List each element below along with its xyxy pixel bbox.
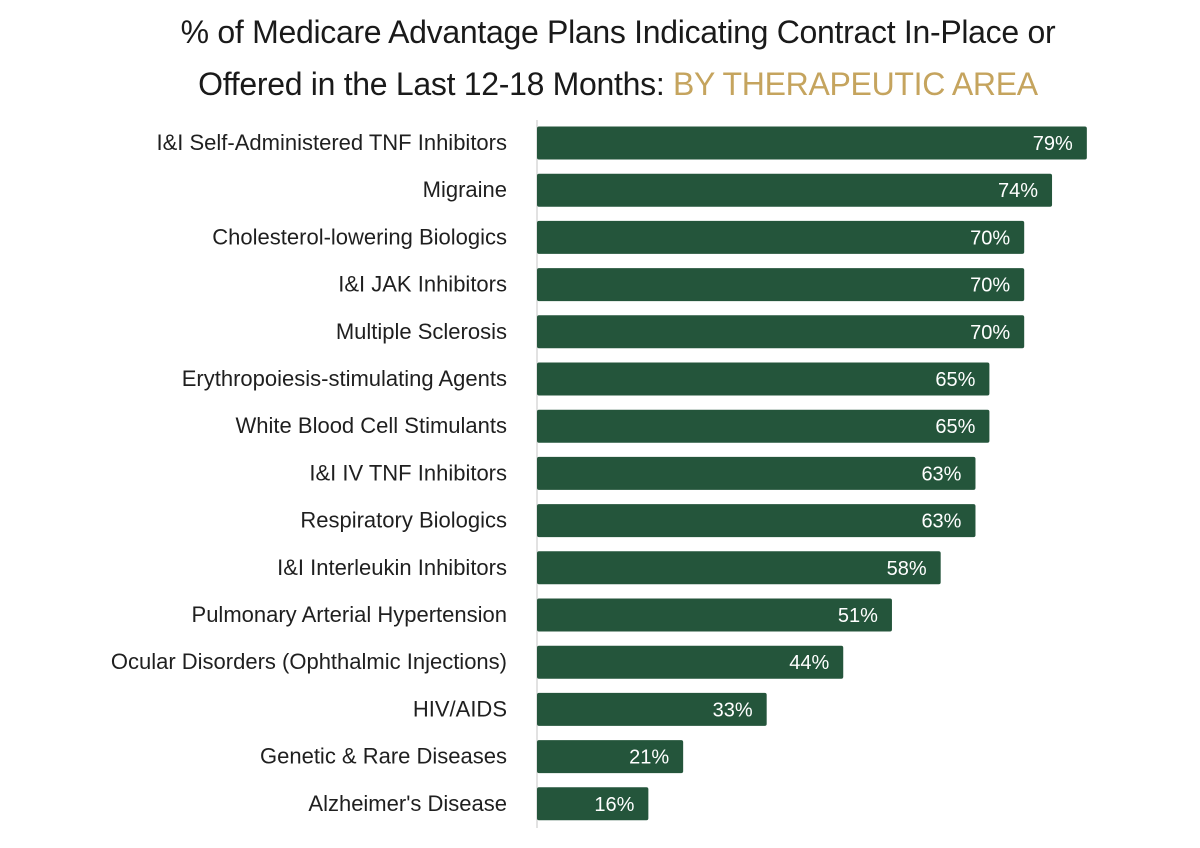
value-label: 74% [998,180,1038,202]
value-label: 16% [594,794,634,816]
chart-title-accent: BY THERAPEUTIC AREA [673,66,1038,102]
category-label: Respiratory Biologics [300,508,507,533]
category-label: I&I JAK Inhibitors [338,272,507,297]
chart-title: % of Medicare Advantage Plans Indicating… [0,6,1200,110]
chart-title-line-1: % of Medicare Advantage Plans Indicating… [180,14,1056,50]
bar [537,315,1025,349]
value-label: 70% [970,275,1010,297]
value-label: 70% [970,322,1010,344]
category-label: Alzheimer's Disease [308,791,507,816]
category-label: Genetic & Rare Diseases [260,744,507,769]
category-label: Migraine [423,177,507,202]
bar [537,504,976,538]
bar [537,692,767,726]
category-label: I&I IV TNF Inhibitors [309,460,507,485]
bar [537,409,990,443]
bar [537,126,1087,160]
value-label: 65% [935,416,975,438]
category-label: Cholesterol-lowering Biologics [212,224,507,249]
category-label: I&I Self-Administered TNF Inhibitors [157,130,508,155]
bar [537,173,1053,207]
value-label: 63% [921,463,961,485]
value-label: 44% [789,652,829,674]
bar [537,456,976,490]
bar [537,787,649,821]
category-label: Multiple Sclerosis [336,319,507,344]
category-label: I&I Interleukin Inhibitors [277,555,507,580]
category-label: Ocular Disorders (Ophthalmic Injections) [111,649,507,674]
bar [537,268,1025,302]
chart-title-line-2-text: Offered in the Last 12-18 Months: [198,66,665,102]
category-label: Erythropoiesis-stimulating Agents [182,366,507,391]
value-label: 51% [838,605,878,627]
value-label: 63% [921,511,961,533]
bar [537,598,892,632]
bar [537,551,941,585]
category-label: Pulmonary Arterial Hypertension [192,602,507,627]
value-label: 70% [970,227,1010,249]
value-label: 21% [629,747,669,769]
value-label: 58% [887,558,927,580]
category-label: White Blood Cell Stimulants [236,413,507,438]
value-label: 65% [935,369,975,391]
value-label: 79% [1033,133,1073,155]
bar [537,362,990,396]
category-label: HIV/AIDS [413,696,507,721]
bar [537,740,684,774]
bar [537,220,1025,254]
bar [537,645,844,679]
value-label: 33% [713,699,753,721]
chart-title-line-2: Offered in the Last 12-18 Months: BY THE… [0,58,1200,110]
